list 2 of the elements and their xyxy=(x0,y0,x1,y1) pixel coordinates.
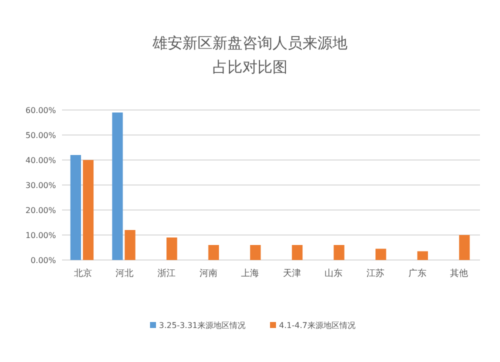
subtitle: 占比对比图 xyxy=(212,58,288,76)
title: 雄安新区新盘咨询人员来源地 xyxy=(152,34,348,52)
